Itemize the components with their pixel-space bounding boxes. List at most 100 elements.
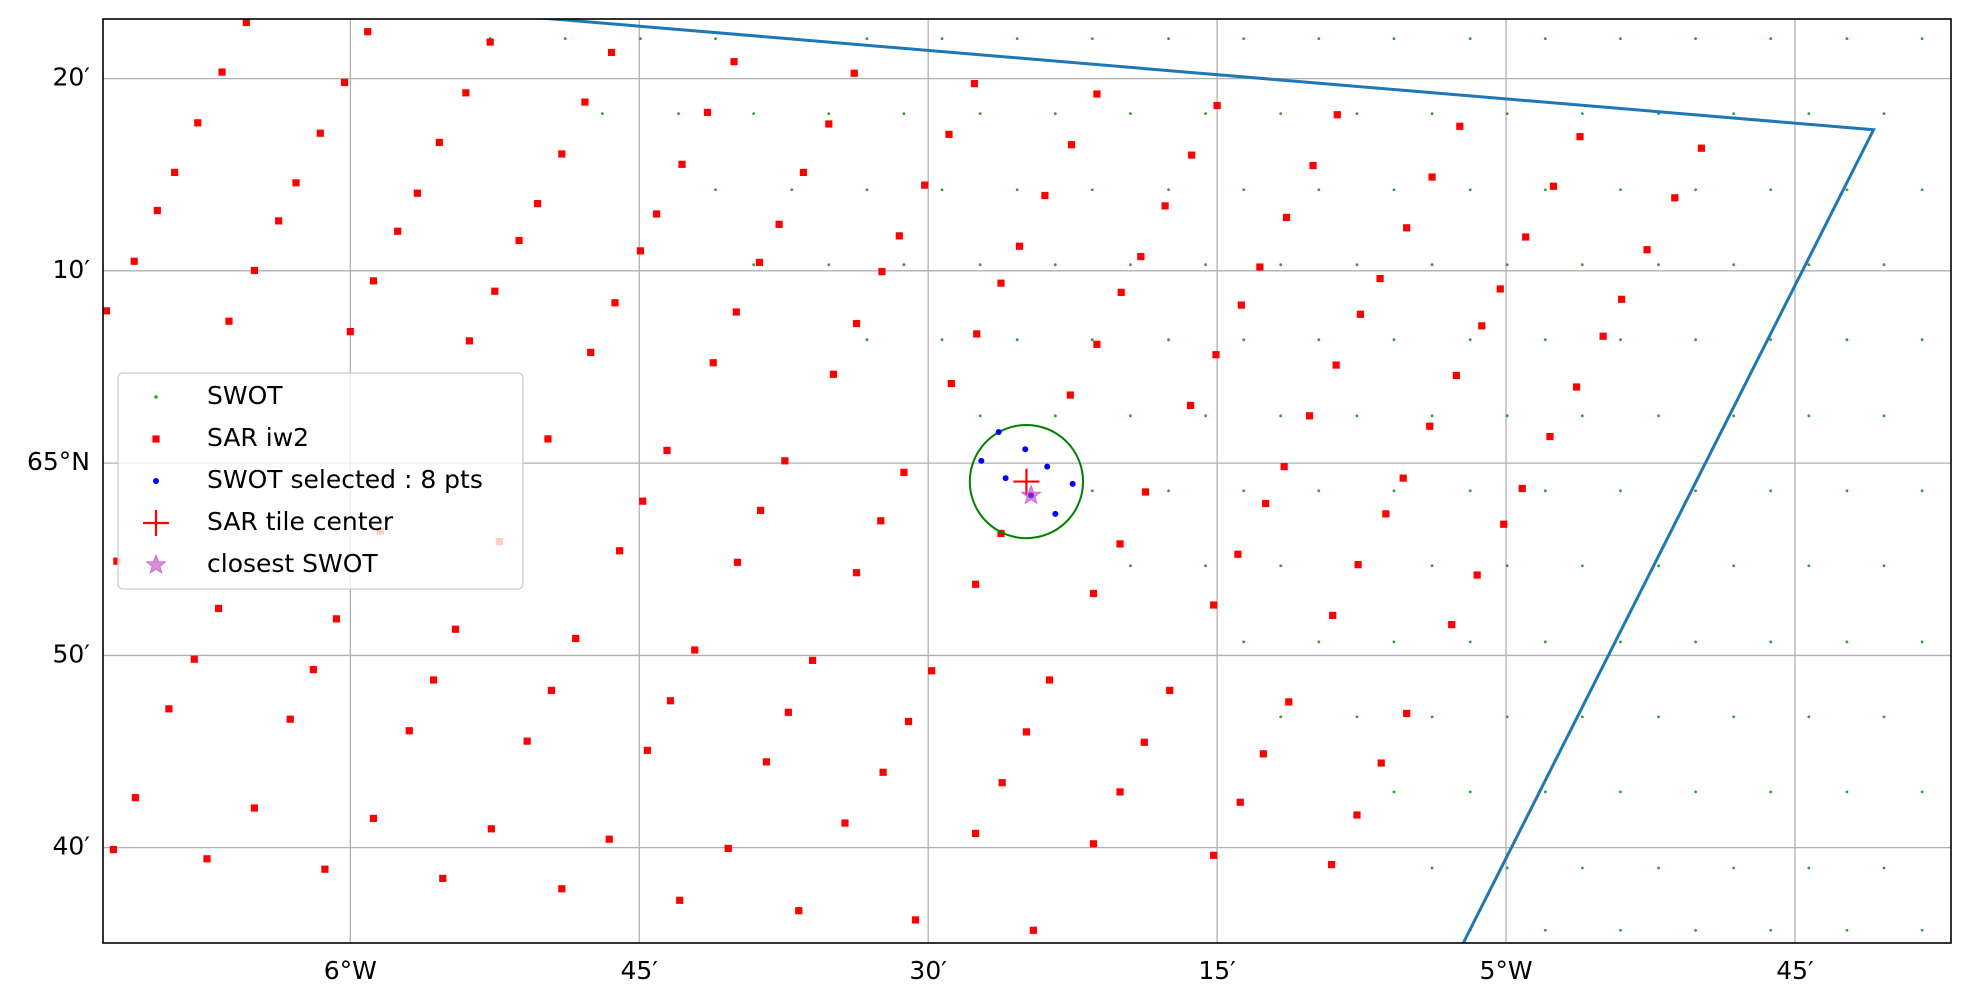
swot-point bbox=[1657, 263, 1661, 267]
swot-point bbox=[1732, 414, 1736, 418]
sar-point bbox=[799, 168, 807, 177]
sar-point bbox=[850, 69, 858, 77]
swot-point bbox=[1468, 790, 1472, 794]
y-tick-label: 40′ bbox=[53, 832, 91, 861]
swot-point bbox=[1845, 37, 1849, 41]
sar-point bbox=[558, 885, 566, 893]
sar-point bbox=[1212, 351, 1220, 359]
sar-point bbox=[275, 217, 283, 225]
sar-point bbox=[1426, 422, 1434, 430]
sar-point bbox=[1353, 811, 1361, 819]
selected-point bbox=[1022, 446, 1029, 453]
x-tick-label: 45′ bbox=[621, 956, 659, 985]
swot-point bbox=[1920, 188, 1924, 192]
swot-point bbox=[714, 188, 717, 192]
sar-point bbox=[451, 625, 460, 633]
swot-point bbox=[1732, 564, 1736, 568]
sar-point bbox=[1093, 90, 1101, 98]
swot-point bbox=[1807, 715, 1811, 719]
swot-point bbox=[1242, 640, 1246, 644]
swot-point bbox=[1732, 866, 1736, 870]
swot-point bbox=[639, 37, 642, 41]
swot-point bbox=[1769, 790, 1773, 794]
y-tick-label: 20′ bbox=[53, 63, 91, 92]
sar-point bbox=[462, 89, 470, 97]
tile-center bbox=[143, 510, 169, 536]
swot-point bbox=[1543, 790, 1547, 794]
sar-point bbox=[1448, 621, 1456, 629]
sar-point bbox=[309, 666, 317, 674]
sar-point bbox=[895, 232, 903, 240]
sar-point bbox=[515, 236, 523, 245]
swot-point bbox=[1769, 640, 1773, 644]
sar-point bbox=[1572, 383, 1581, 391]
swot-point bbox=[1430, 263, 1434, 267]
swot-point bbox=[1129, 564, 1132, 568]
swot-point bbox=[1279, 112, 1283, 115]
sar-point bbox=[572, 634, 580, 643]
sar-point bbox=[900, 468, 908, 476]
x-tick-label: 45′ bbox=[1776, 956, 1814, 985]
sar-point bbox=[1327, 860, 1336, 869]
sar-point bbox=[346, 328, 354, 336]
swot-point bbox=[1619, 338, 1622, 342]
swot-point bbox=[978, 112, 982, 115]
swot-point bbox=[1580, 263, 1584, 267]
swot-point bbox=[1882, 414, 1886, 418]
swot-point bbox=[600, 112, 604, 115]
sar-point bbox=[1403, 224, 1411, 232]
sar-point bbox=[1282, 213, 1291, 222]
swot-point bbox=[978, 263, 982, 267]
swot-point bbox=[1920, 338, 1924, 342]
sar-point bbox=[109, 845, 118, 854]
sar-point bbox=[1089, 589, 1098, 598]
sar-point bbox=[131, 794, 139, 802]
x-tick-label: 30′ bbox=[909, 956, 947, 985]
swot-point bbox=[1090, 188, 1094, 192]
sar-point bbox=[225, 317, 233, 325]
sar-point bbox=[1116, 540, 1124, 548]
swot-point bbox=[1053, 414, 1057, 418]
swot-point bbox=[1694, 338, 1697, 342]
swot-point bbox=[1882, 715, 1886, 719]
swot-point bbox=[1015, 37, 1019, 41]
sar-point bbox=[250, 266, 258, 275]
swot-point bbox=[1807, 112, 1811, 115]
sar-point bbox=[394, 227, 402, 235]
sar-point bbox=[971, 829, 980, 838]
selected-point bbox=[995, 428, 1002, 435]
legend: SWOT SAR iw2 SWOT selected : 8 pts SAR tile… bbox=[117, 372, 524, 590]
sar-point bbox=[841, 819, 849, 827]
swot-point bbox=[1015, 188, 1019, 192]
sar-point bbox=[171, 168, 179, 177]
sar-point bbox=[1643, 246, 1651, 254]
swot-point bbox=[1694, 188, 1697, 192]
swot-point bbox=[1845, 489, 1849, 493]
swot-point bbox=[1204, 263, 1207, 267]
sar-point bbox=[852, 569, 861, 577]
swot-point bbox=[865, 188, 869, 192]
axes-frame bbox=[102, 18, 1952, 944]
swot-point bbox=[752, 112, 756, 115]
swot-point bbox=[1204, 112, 1207, 115]
sar-point bbox=[757, 506, 765, 515]
sar-point bbox=[1382, 510, 1390, 518]
sar-point bbox=[616, 547, 624, 555]
swot-point bbox=[1129, 263, 1132, 267]
swot-point bbox=[1392, 188, 1396, 192]
swot-point bbox=[677, 112, 680, 115]
sar-point bbox=[364, 28, 372, 36]
swot-point bbox=[1807, 866, 1811, 870]
sar-point bbox=[1399, 474, 1407, 482]
legend-box bbox=[117, 372, 524, 590]
sar-point bbox=[945, 130, 953, 138]
swot-point bbox=[1430, 866, 1434, 870]
legend-label: SWOT bbox=[207, 381, 283, 410]
sar-point bbox=[152, 435, 160, 443]
sar-point bbox=[486, 38, 494, 46]
sar-point bbox=[1671, 194, 1679, 202]
sar-point bbox=[465, 337, 473, 345]
sar-point bbox=[676, 896, 684, 904]
sar-point bbox=[1473, 571, 1481, 579]
sar-point bbox=[1332, 361, 1340, 369]
